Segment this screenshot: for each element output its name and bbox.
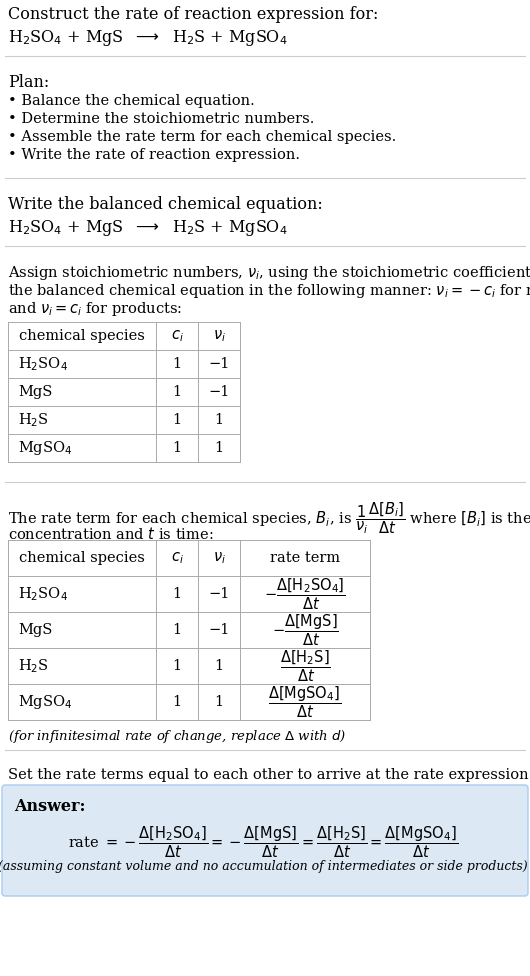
Text: H$_2$S: H$_2$S [18,657,49,674]
Text: Write the balanced chemical equation:: Write the balanced chemical equation: [8,196,323,213]
Text: 1: 1 [172,659,182,673]
Text: 1: 1 [215,441,224,455]
Text: $\dfrac{\Delta[\mathrm{H_2S}]}{\Delta t}$: $\dfrac{\Delta[\mathrm{H_2S}]}{\Delta t}… [280,648,330,684]
Text: $c_i$: $c_i$ [171,550,183,566]
Text: Answer:: Answer: [14,798,85,815]
Text: H$_2$SO$_4$ + MgS  $\longrightarrow$  H$_2$S + MgSO$_4$: H$_2$SO$_4$ + MgS $\longrightarrow$ H$_2… [8,218,288,238]
Text: $-\dfrac{\Delta[\mathrm{MgS}]}{\Delta t}$: $-\dfrac{\Delta[\mathrm{MgS}]}{\Delta t}… [271,612,339,648]
Text: −1: −1 [208,357,229,371]
Text: MgSO$_4$: MgSO$_4$ [18,693,73,711]
Text: 1: 1 [172,623,182,637]
Text: The rate term for each chemical species, $B_i$, is $\dfrac{1}{\nu_i}\dfrac{\Delt: The rate term for each chemical species,… [8,500,530,536]
Text: $\nu_i$: $\nu_i$ [213,328,225,344]
Text: 1: 1 [215,413,224,427]
Text: Construct the rate of reaction expression for:: Construct the rate of reaction expressio… [8,6,378,23]
Text: $-\dfrac{\Delta[\mathrm{H_2SO_4}]}{\Delta t}$: $-\dfrac{\Delta[\mathrm{H_2SO_4}]}{\Delt… [264,576,346,612]
Text: MgS: MgS [18,623,52,637]
Text: −1: −1 [208,587,229,601]
Text: Assign stoichiometric numbers, $\nu_i$, using the stoichiometric coefficients, $: Assign stoichiometric numbers, $\nu_i$, … [8,264,530,282]
Text: Plan:: Plan: [8,74,49,91]
Text: • Write the rate of reaction expression.: • Write the rate of reaction expression. [8,148,300,162]
Text: 1: 1 [172,695,182,709]
Text: $\nu_i$: $\nu_i$ [213,550,225,566]
Text: rate $= -\dfrac{\Delta[\mathrm{H_2SO_4}]}{\Delta t}= -\dfrac{\Delta[\mathrm{MgS}: rate $= -\dfrac{\Delta[\mathrm{H_2SO_4}]… [68,824,458,860]
Text: H$_2$SO$_4$: H$_2$SO$_4$ [18,355,68,373]
Text: (assuming constant volume and no accumulation of intermediates or side products): (assuming constant volume and no accumul… [0,860,528,873]
Text: MgS: MgS [18,385,52,399]
Text: chemical species: chemical species [19,329,145,343]
Text: 1: 1 [172,441,182,455]
Text: 1: 1 [172,385,182,399]
Text: • Assemble the rate term for each chemical species.: • Assemble the rate term for each chemic… [8,130,396,144]
Text: the balanced chemical equation in the following manner: $\nu_i = -c_i$ for react: the balanced chemical equation in the fo… [8,282,530,300]
Text: MgSO$_4$: MgSO$_4$ [18,439,73,457]
Text: H$_2$SO$_4$: H$_2$SO$_4$ [18,586,68,603]
Text: • Determine the stoichiometric numbers.: • Determine the stoichiometric numbers. [8,112,314,126]
Text: chemical species: chemical species [19,551,145,565]
Text: $\dfrac{\Delta[\mathrm{MgSO_4}]}{\Delta t}$: $\dfrac{\Delta[\mathrm{MgSO_4}]}{\Delta … [268,684,342,719]
Text: 1: 1 [172,357,182,371]
Text: H$_2$SO$_4$ + MgS  $\longrightarrow$  H$_2$S + MgSO$_4$: H$_2$SO$_4$ + MgS $\longrightarrow$ H$_2… [8,28,288,48]
Text: Set the rate terms equal to each other to arrive at the rate expression:: Set the rate terms equal to each other t… [8,768,530,782]
Text: concentration and $t$ is time:: concentration and $t$ is time: [8,526,214,542]
Text: (for infinitesimal rate of change, replace $\Delta$ with $d$): (for infinitesimal rate of change, repla… [8,728,347,745]
Text: and $\nu_i = c_i$ for products:: and $\nu_i = c_i$ for products: [8,300,182,318]
FancyBboxPatch shape [2,785,528,896]
Text: $c_i$: $c_i$ [171,328,183,344]
Text: 1: 1 [215,695,224,709]
Text: • Balance the chemical equation.: • Balance the chemical equation. [8,94,255,108]
Text: −1: −1 [208,385,229,399]
Text: −1: −1 [208,623,229,637]
Text: H$_2$S: H$_2$S [18,411,49,428]
Text: 1: 1 [172,587,182,601]
Text: 1: 1 [215,659,224,673]
Text: rate term: rate term [270,551,340,565]
Text: 1: 1 [172,413,182,427]
